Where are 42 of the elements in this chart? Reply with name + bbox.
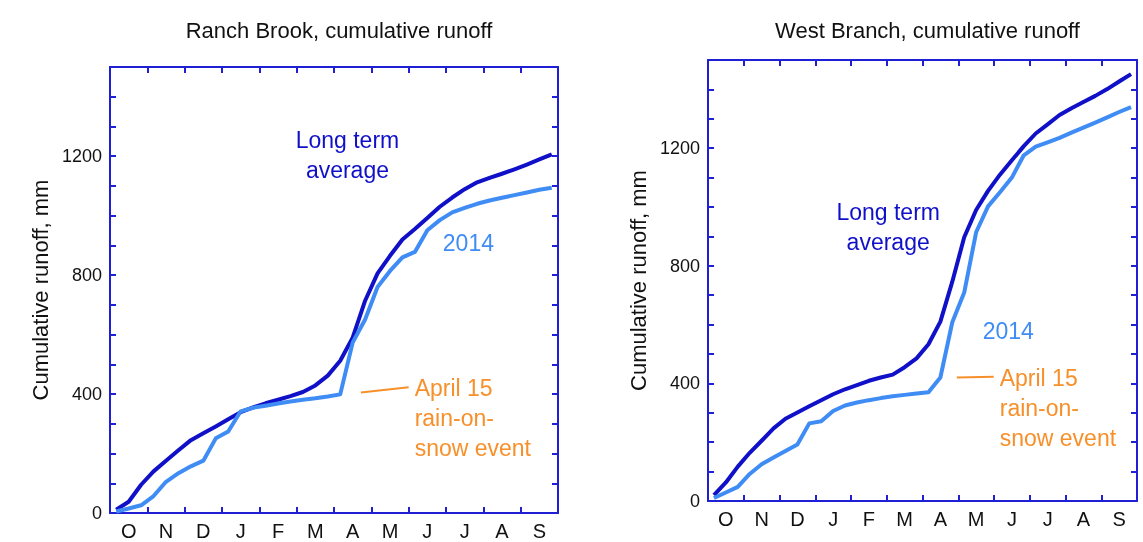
- x-tick-label: J: [422, 520, 433, 542]
- series-label: Long term average: [295, 126, 400, 183]
- x-tick-label: A: [1076, 508, 1091, 530]
- x-tick-label: J: [235, 520, 246, 542]
- x-tick-label: A: [933, 508, 948, 530]
- x-tick-label: D: [196, 520, 211, 542]
- series-label: 2014: [982, 317, 1035, 344]
- x-tick-label: D: [790, 508, 805, 530]
- x-tick-label: S: [532, 520, 547, 542]
- x-tick-label: O: [120, 520, 137, 542]
- x-tick-label: N: [754, 508, 769, 530]
- chart-title: Ranch Brook, cumulative runoff: [185, 17, 494, 43]
- x-tick-label: M: [307, 520, 324, 542]
- annotation: April 15 rain-on- snow event: [414, 375, 532, 462]
- x-tick-label: M: [381, 520, 399, 542]
- y-tick-label: 800: [669, 255, 700, 276]
- x-tick-label: S: [1112, 508, 1126, 530]
- y-tick-label: 0: [689, 491, 700, 511]
- series-label: Long term average: [836, 198, 940, 255]
- y-tick-label: 1200: [61, 146, 102, 167]
- x-tick-label: F: [862, 508, 875, 530]
- y-tick-label: 0: [91, 503, 102, 523]
- x-tick-label: O: [718, 508, 734, 530]
- x-tick-label: M: [896, 508, 913, 530]
- x-tick-label: F: [271, 520, 285, 542]
- x-tick-label: N: [158, 520, 174, 542]
- chart-title: West Branch, cumulative runoff: [775, 17, 1081, 43]
- x-tick-label: A: [345, 520, 360, 542]
- x-tick-label: J: [459, 520, 470, 542]
- y-tick-label: 800: [71, 265, 102, 286]
- x-tick-label: J: [1006, 508, 1017, 530]
- y-axis-title: Cumulative runoff, mm: [625, 170, 651, 391]
- y-axis-title: Cumulative runoff, mm: [27, 179, 53, 401]
- y-tick-label: 400: [669, 373, 700, 394]
- x-tick-label: M: [967, 508, 985, 530]
- series-label: 2014: [442, 229, 495, 256]
- y-tick-label: 400: [71, 384, 102, 405]
- x-tick-label: J: [828, 508, 839, 530]
- y-tick-label: 1200: [659, 138, 700, 159]
- x-tick-label: J: [1042, 508, 1053, 530]
- annotation: April 15 rain-on- snow event: [999, 364, 1117, 451]
- x-tick-label: A: [495, 520, 510, 542]
